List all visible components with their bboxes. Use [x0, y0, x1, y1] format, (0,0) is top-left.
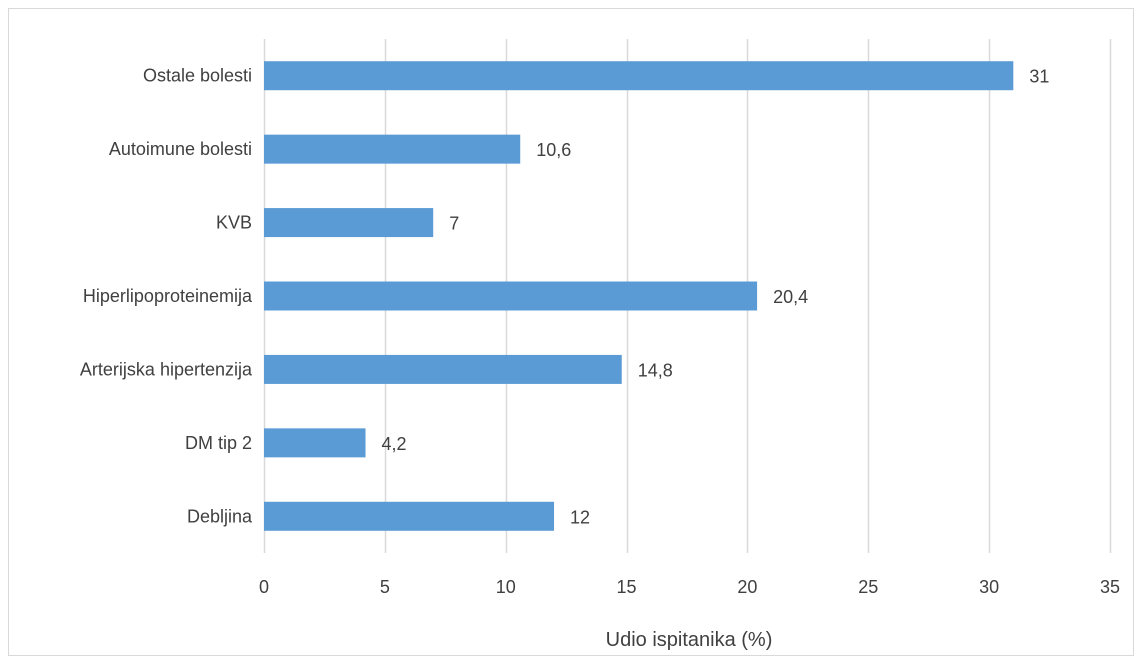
data-labels: 31 10,6 7 20,4 14,8 4,2 12 — [382, 67, 1050, 528]
x-tick-label: 20 — [737, 577, 757, 597]
category-label: Debljina — [187, 506, 253, 526]
x-axis-title: Udio ispitanika (%) — [606, 629, 773, 651]
bar-autoimune-bolesti — [264, 134, 521, 164]
x-tick-label: 30 — [979, 577, 999, 597]
data-label: 7 — [449, 214, 459, 234]
category-label: Hiperlipoproteinemija — [83, 286, 253, 306]
x-tick-label: 35 — [1100, 577, 1120, 597]
category-label: KVB — [216, 213, 252, 233]
data-label: 14,8 — [638, 360, 673, 380]
category-label: Autoimune bolesti — [109, 139, 252, 159]
chart-frame: Ostale bolesti Autoimune bolesti KVB Hiperl… — [8, 8, 1134, 656]
x-tick-label: 15 — [617, 577, 637, 597]
bar-debljina — [264, 501, 555, 531]
bar-chart: Ostale bolesti Autoimune bolesti KVB Hiperl… — [80, 39, 1120, 651]
bar-dm-tip-2 — [264, 428, 366, 458]
bars — [264, 61, 1014, 531]
data-label: 10,6 — [536, 140, 571, 160]
data-label: 12 — [570, 507, 590, 527]
bar-kvb — [264, 208, 434, 238]
x-tick-labels: 0 5 10 15 20 25 30 35 — [259, 577, 1120, 597]
data-label: 31 — [1029, 67, 1049, 87]
bar-arterijska-hipertenzija — [264, 354, 622, 384]
category-label: DM tip 2 — [185, 433, 252, 453]
x-tick-label: 25 — [858, 577, 878, 597]
x-tick-label: 5 — [380, 577, 390, 597]
category-label: Arterijska hipertenzija — [80, 359, 253, 379]
x-tick-label: 10 — [496, 577, 516, 597]
category-labels: Ostale bolesti Autoimune bolesti KVB Hiperl… — [80, 66, 253, 527]
data-label: 4,2 — [382, 434, 407, 454]
x-tick-label: 0 — [259, 577, 269, 597]
bar-hiperlipoproteinemija — [264, 281, 758, 311]
category-label: Ostale bolesti — [143, 66, 252, 86]
data-label: 20,4 — [773, 287, 808, 307]
bar-ostale-bolesti — [264, 61, 1014, 91]
